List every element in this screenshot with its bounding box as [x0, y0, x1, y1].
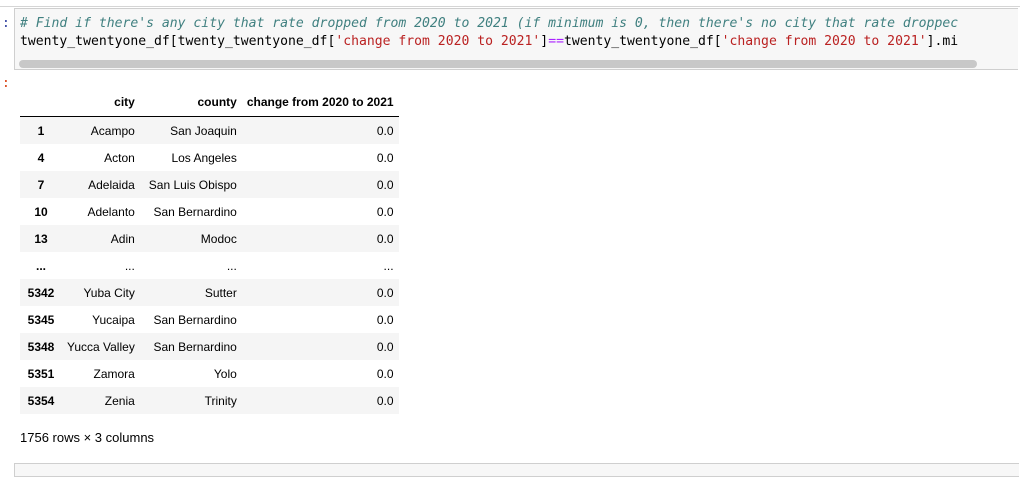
table-row: 5342 Yuba City Sutter 0.0	[20, 279, 399, 306]
table-row: 5348 Yucca Valley San Bernardino 0.0	[20, 333, 399, 360]
row-index: 5348	[27, 339, 55, 354]
cell-county: San Bernardino	[153, 204, 237, 219]
row-index: 5345	[27, 312, 55, 327]
cell-change: 0.0	[376, 177, 394, 192]
dataframe-shape: 1756 rows × 3 columns	[20, 430, 155, 445]
row-index: 13	[34, 231, 48, 246]
cell-city: Yucaipa	[92, 312, 135, 327]
table-row: 10 Adelanto San Bernardino 0.0	[20, 198, 399, 225]
code-comment: # Find if there's any city that rate dro…	[20, 16, 959, 31]
column-header-change: change from 2020 to 2021	[241, 88, 399, 117]
cell-change: 0.0	[376, 366, 394, 381]
table-row: ............	[20, 252, 399, 279]
cell-county: San Bernardino	[153, 312, 237, 327]
row-index: 5354	[27, 393, 55, 408]
table-body: 1 Acampo San Joaquin 0.0 4 Acton Los Angeles 0.…	[20, 116, 399, 414]
cell-change: 0.0	[376, 339, 394, 354]
cell-city: Acampo	[90, 123, 135, 138]
cell-city: Zamora	[93, 366, 135, 381]
table-row: 4 Acton Los Angeles 0.0	[20, 144, 399, 171]
table-row: 5351 Zamora Yolo 0.0	[20, 360, 399, 387]
cell-change: 0.0	[376, 285, 394, 300]
cell-county: Modoc	[200, 231, 237, 246]
input-prompt: :	[2, 16, 10, 31]
dataframe-output: city county change from 2020 to 2021 1 Ac…	[20, 88, 399, 414]
cell-city: Yuba City	[83, 285, 135, 300]
cell-county: San Luis Obispo	[148, 177, 237, 192]
table-row: 7 Adelaida San Luis Obispo 0.0	[20, 171, 399, 198]
code-editor[interactable]: # Find if there's any city that rate dro…	[20, 15, 958, 51]
column-header-city: city	[62, 88, 140, 117]
row-index: 5342	[27, 285, 55, 300]
next-code-cell[interactable]	[14, 463, 1019, 477]
cell-change: 0.0	[376, 123, 394, 138]
cell-change: 0.0	[376, 312, 394, 327]
cell-change: ...	[383, 258, 394, 273]
cell-county: San Bernardino	[153, 339, 237, 354]
cell-county: Los Angeles	[171, 150, 237, 165]
cell-county: Yolo	[213, 366, 237, 381]
table-header-row: city county change from 2020 to 2021	[20, 88, 399, 117]
code-line-2: twenty_twentyone_df[twenty_twentyone_df[…	[20, 34, 959, 49]
table-row: 13 Adin Modoc 0.0	[20, 225, 399, 252]
row-index: 5351	[27, 366, 55, 381]
row-index: ...	[35, 258, 46, 273]
cell-city: Zenia	[104, 393, 135, 408]
cell-change: 0.0	[376, 231, 394, 246]
cell-change: 0.0	[376, 204, 394, 219]
cell-county: Sutter	[204, 285, 237, 300]
table-row: 5354 Zenia Trinity 0.0	[20, 387, 399, 414]
cell-city: Adelanto	[87, 204, 135, 219]
cell-city: Adelaida	[88, 177, 135, 192]
horizontal-scrollbar[interactable]	[19, 60, 977, 68]
cell-city: Yucca Valley	[67, 339, 135, 354]
cell-city: ...	[124, 258, 135, 273]
cell-county: ...	[226, 258, 237, 273]
row-index: 1	[37, 123, 45, 138]
table-row: 1 Acampo San Joaquin 0.0	[20, 116, 399, 144]
column-header-county: county	[139, 88, 242, 117]
dataframe-table: city county change from 2020 to 2021 1 Ac…	[20, 88, 399, 414]
cell-change: 0.0	[376, 150, 394, 165]
cell-change: 0.0	[376, 393, 394, 408]
cell-city: Acton	[104, 150, 135, 165]
cell-county: San Joaquin	[170, 123, 237, 138]
previous-cell-border	[0, 0, 1020, 7]
index-header	[20, 88, 62, 117]
output-prompt: :	[2, 76, 10, 91]
cell-county: Trinity	[204, 393, 237, 408]
row-index: 10	[34, 204, 48, 219]
row-index: 7	[37, 177, 45, 192]
cell-city: Adin	[110, 231, 135, 246]
row-index: 4	[37, 150, 45, 165]
table-row: 5345 Yucaipa San Bernardino 0.0	[20, 306, 399, 333]
code-cell-input[interactable]: # Find if there's any city that rate dro…	[14, 8, 1018, 70]
